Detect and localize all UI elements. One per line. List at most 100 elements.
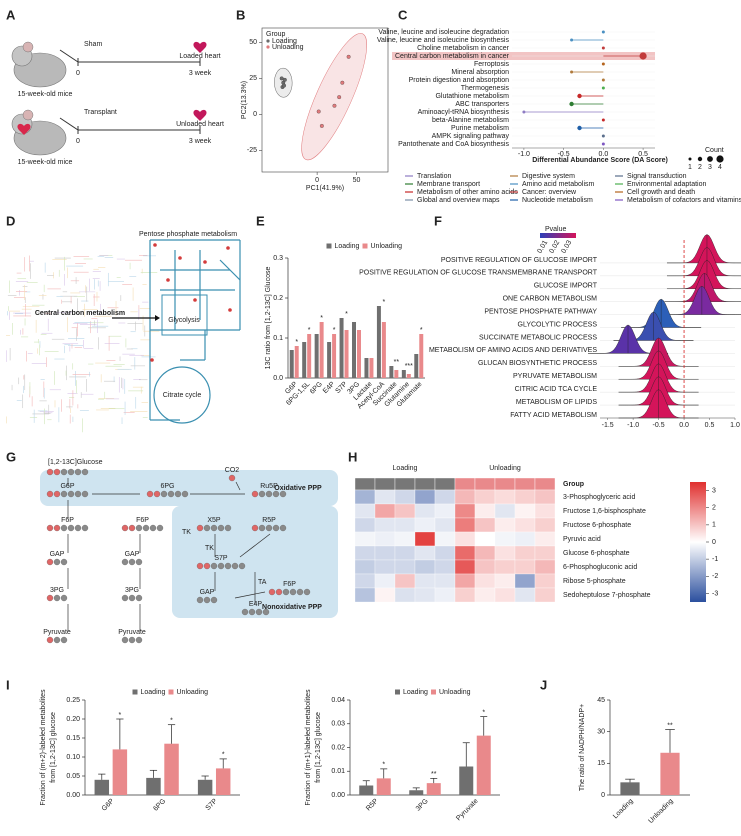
heat-cell <box>514 531 536 547</box>
y-axis-label: from [1,2-13C] glucose <box>315 712 322 783</box>
mouse-ear <box>22 109 34 121</box>
category-label: METABOLISM OF AMINO ACIDS AND DERIVATIVE… <box>429 347 597 354</box>
carbon <box>46 468 54 476</box>
y-tick-label: 50 <box>249 39 257 46</box>
heat-cell <box>354 559 376 575</box>
dot <box>601 118 605 122</box>
carbon <box>196 562 204 570</box>
heat-cell <box>374 517 396 533</box>
heat-cell <box>474 587 496 603</box>
label: Transplant <box>84 109 117 116</box>
heat-cell <box>374 503 396 519</box>
category-label: Thermogenesis <box>461 85 510 92</box>
x-tick-label: 6PG <box>152 798 167 813</box>
heat-cell <box>394 545 416 561</box>
carbon <box>149 524 157 532</box>
carbon <box>81 524 89 532</box>
carbon <box>60 558 68 566</box>
category-label: Glutathione metabolism <box>435 93 509 100</box>
legend-title: Pvalue <box>545 226 567 233</box>
x-tick-label: Pyruvate <box>455 798 480 823</box>
y-tick-label: 25 <box>249 75 257 82</box>
category-label: ONE CARBON METABOLISM <box>503 296 598 303</box>
x-tick-label: 0.0 <box>679 422 689 429</box>
legend-label: Unloading <box>177 689 209 696</box>
bar <box>164 743 179 795</box>
category-label: CITRIC ACID TCA CYCLE <box>515 386 598 393</box>
panel-label: E <box>256 213 265 228</box>
x-tick-label: 0.5 <box>638 151 648 158</box>
carbon <box>53 558 61 566</box>
x-tick-label: -0.5 <box>558 151 570 158</box>
colorbar-label: 3 <box>712 487 716 494</box>
significance: *** <box>405 363 413 370</box>
carbon <box>135 524 143 532</box>
label: Glycolysis <box>168 317 200 324</box>
bar <box>215 768 231 795</box>
heat-cell <box>454 559 476 575</box>
legend-tick: 0.03 <box>560 239 573 254</box>
legend-label: Amino acid metabolism <box>522 181 595 188</box>
heat-cell <box>454 573 476 589</box>
metabolite: CO2 <box>225 467 240 474</box>
y-tick-label: 0 <box>601 792 605 799</box>
size-label: 1 <box>688 164 692 171</box>
label: Oxidative PPP <box>274 485 322 492</box>
category-label: GLYCOLYTIC PROCESS <box>518 321 598 328</box>
arrow <box>239 533 271 558</box>
significance: * <box>170 718 173 725</box>
legend-label: Cancer: overview <box>522 189 577 196</box>
carbon <box>128 558 136 566</box>
colorbar-label: -3 <box>712 590 718 597</box>
dot <box>601 78 605 82</box>
label: TK <box>182 529 191 536</box>
carbon <box>74 468 82 476</box>
carbon <box>160 490 168 498</box>
x-tick-label: G6P <box>101 798 116 813</box>
carbon <box>238 562 246 570</box>
size-swatch <box>697 156 703 162</box>
heat-cell <box>454 531 476 547</box>
group-cell <box>514 477 536 491</box>
row-label: Fructose 1,6-bisphosphate <box>563 508 646 515</box>
label: Loaded heart <box>179 53 220 60</box>
carbon <box>135 594 143 602</box>
dot <box>601 62 605 66</box>
metabolite: E4P <box>249 601 263 608</box>
mouse-ear <box>22 41 34 53</box>
y-axis-label: 13C ratio from [1,2-13C] Glucose <box>265 267 272 370</box>
carbon <box>53 490 61 498</box>
metabolite: 3PG <box>50 587 64 594</box>
group-cell <box>394 477 416 491</box>
panel-label: B <box>236 7 245 22</box>
carbon <box>255 608 263 616</box>
significance: * <box>222 752 225 759</box>
metabolite: GAP <box>50 551 65 558</box>
y-tick-label: 0.15 <box>66 735 80 742</box>
category-label: Choline metabolism in cancer <box>417 45 509 52</box>
heart-icon <box>17 123 31 135</box>
legend-label: Cell growth and death <box>627 189 695 196</box>
bar <box>406 374 411 378</box>
label: [1,2-13C]Glucose <box>48 459 103 466</box>
heat-cell <box>474 573 496 589</box>
x-tick-label: Unloading <box>647 798 674 825</box>
category-label: Mineral absorption <box>451 69 509 76</box>
category-label: FATTY ACID METABOLISM <box>510 412 597 419</box>
panel-label: C <box>398 7 408 22</box>
bar <box>369 358 374 378</box>
carbon <box>265 524 273 532</box>
bar <box>146 777 161 795</box>
heart-icon <box>193 41 207 53</box>
carbon <box>53 636 61 644</box>
legend-tick: 0.01 <box>536 239 549 254</box>
carbon <box>74 490 82 498</box>
y-tick-label: 0.2 <box>273 295 283 302</box>
point <box>282 83 286 88</box>
x-tick-label: 0 <box>315 177 319 184</box>
x-tick-label: E4P <box>322 381 337 396</box>
carbon <box>53 468 61 476</box>
carbon <box>203 596 211 604</box>
colorbar <box>540 233 576 238</box>
heat-cell <box>534 545 556 561</box>
